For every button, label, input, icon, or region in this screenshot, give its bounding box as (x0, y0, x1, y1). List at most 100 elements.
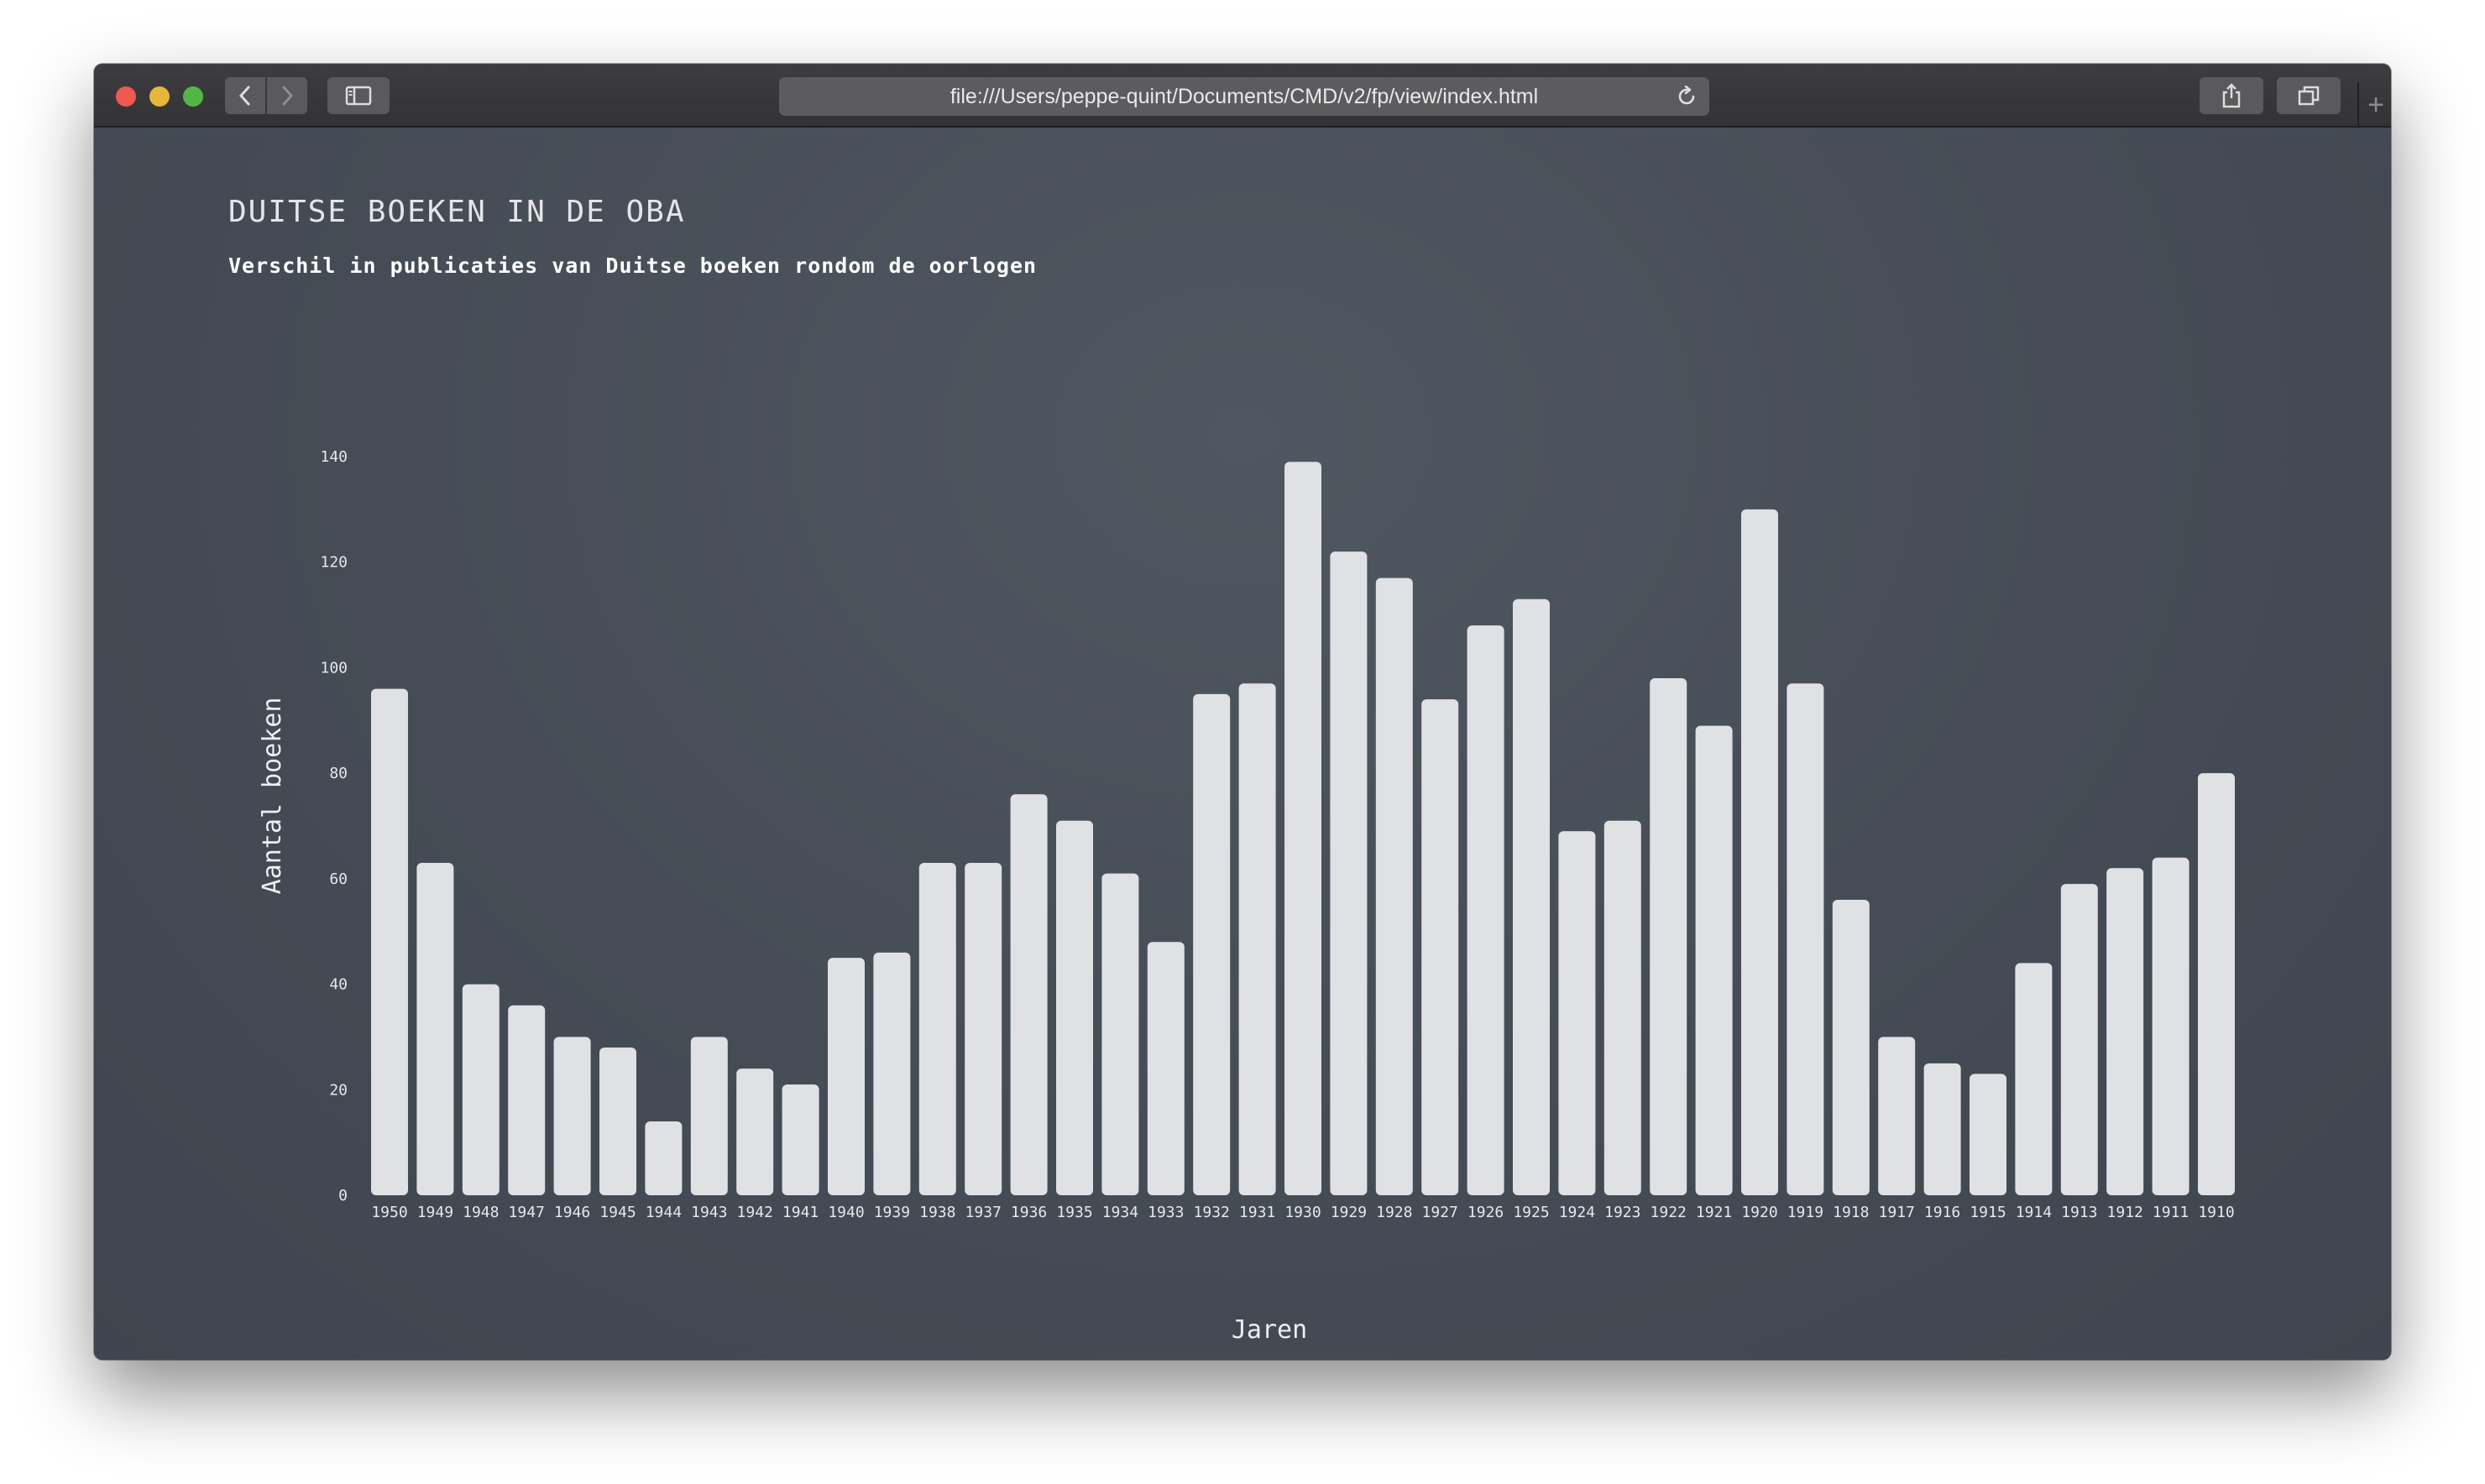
bar (371, 688, 408, 1195)
x-tick-label: 1930 (1284, 1204, 1321, 1221)
x-tick-label: 1916 (1924, 1204, 1960, 1221)
bar (1010, 794, 1048, 1195)
x-tick-label: 1947 (509, 1204, 545, 1221)
y-axis-ticks: 0 20 40 60 80 100 120 140 (320, 448, 348, 1204)
address-bar[interactable]: file:///Users/peppe-quint/Documents/CMD/… (779, 77, 1709, 116)
bar (873, 952, 911, 1195)
x-tick-label: 1913 (2061, 1204, 2097, 1221)
bar (1147, 942, 1185, 1195)
bar (1238, 683, 1276, 1195)
x-tick-label: 1946 (554, 1204, 590, 1221)
bars (371, 462, 2235, 1195)
bar (1650, 678, 1687, 1195)
x-tick-label: 1944 (646, 1204, 682, 1221)
minimize-window-button[interactable] (149, 86, 170, 107)
x-tick-label: 1937 (965, 1204, 1002, 1221)
url-text: file:///Users/peppe-quint/Documents/CMD/… (950, 84, 1539, 108)
x-tick-label: 1927 (1422, 1204, 1458, 1221)
bar (1467, 625, 1504, 1195)
x-tick-label: 1936 (1011, 1204, 1047, 1221)
bar (462, 984, 500, 1195)
bar (690, 1037, 728, 1195)
bar (508, 1005, 546, 1195)
x-tick-label: 1938 (919, 1204, 955, 1221)
back-button[interactable] (225, 77, 265, 114)
share-button[interactable] (2200, 77, 2263, 114)
x-tick-label: 1935 (1056, 1204, 1092, 1221)
x-tick-label: 1920 (1741, 1204, 1777, 1221)
bar (599, 1048, 636, 1195)
bar (1603, 820, 1641, 1195)
bar (2106, 868, 2144, 1195)
y-tick-label: 40 (329, 976, 348, 994)
y-tick-label: 140 (320, 448, 348, 466)
bar (1284, 462, 1321, 1195)
share-icon (2222, 83, 2241, 108)
bar (1375, 577, 1413, 1195)
bar (1923, 1063, 1961, 1195)
y-axis-label: Aantal boeken (258, 698, 287, 895)
x-tick-label: 1922 (1651, 1204, 1687, 1221)
x-tick-label: 1910 (2198, 1204, 2234, 1221)
new-tab-button[interactable]: + (2357, 82, 2391, 128)
bar (416, 863, 454, 1195)
sidebar-toggle-button[interactable] (327, 77, 390, 114)
y-tick-label: 0 (338, 1187, 348, 1204)
x-tick-label: 1942 (737, 1204, 773, 1221)
bar (1056, 820, 1093, 1195)
x-axis-label: Jaren (1232, 1315, 1307, 1345)
show-tabs-button[interactable] (2277, 77, 2341, 114)
x-tick-label: 1939 (874, 1204, 910, 1221)
x-tick-label: 1917 (1879, 1204, 1915, 1221)
bar (2198, 773, 2235, 1195)
bar (553, 1037, 591, 1195)
bar (1878, 1037, 1916, 1195)
sidebar-icon (345, 86, 372, 106)
bar (1970, 1074, 2006, 1195)
x-tick-label: 1915 (1970, 1204, 2006, 1221)
x-tick-label: 1950 (371, 1204, 407, 1221)
tabs-overview-icon (2298, 86, 2320, 106)
chevron-left-icon (238, 86, 250, 106)
x-tick-label: 1923 (1604, 1204, 1640, 1221)
x-tick-label: 1914 (2016, 1204, 2052, 1221)
x-tick-label: 1926 (1467, 1204, 1504, 1221)
x-tick-label: 1931 (1239, 1204, 1275, 1221)
x-tick-label: 1921 (1696, 1204, 1732, 1221)
bar (1558, 831, 1596, 1195)
bar (1101, 873, 1139, 1195)
y-tick-label: 120 (320, 554, 348, 572)
close-window-button[interactable] (116, 86, 136, 107)
bar (1193, 693, 1231, 1195)
x-tick-label: 1943 (691, 1204, 727, 1221)
x-tick-label: 1919 (1787, 1204, 1823, 1221)
y-tick-label: 20 (329, 1081, 348, 1099)
bar (918, 863, 956, 1195)
x-tick-label: 1928 (1376, 1204, 1412, 1221)
bar (828, 958, 865, 1195)
bar (2015, 963, 2053, 1195)
y-tick-label: 80 (329, 765, 348, 782)
plus-icon: + (2367, 89, 2384, 121)
bar (736, 1069, 774, 1195)
maximize-window-button[interactable] (183, 86, 203, 107)
forward-button[interactable] (267, 77, 307, 114)
bar (1832, 900, 1870, 1195)
bar (1330, 551, 1368, 1195)
x-tick-label: 1949 (417, 1204, 453, 1221)
x-tick-label: 1924 (1559, 1204, 1595, 1221)
bar (1787, 683, 1824, 1195)
page-subtitle: Verschil in publicaties van Duitse boeke… (228, 253, 1038, 278)
bar (1421, 699, 1459, 1195)
x-tick-label: 1912 (2107, 1204, 2143, 1221)
x-tick-label: 1941 (782, 1204, 819, 1221)
reload-icon[interactable] (1676, 86, 1698, 107)
x-axis-ticks: 1950 1949 1948 1947 1946 1945 1944 1943 1942 1941… (371, 1204, 2234, 1221)
x-tick-label: 1918 (1833, 1204, 1869, 1221)
x-tick-label: 1948 (463, 1204, 499, 1221)
x-tick-label: 1933 (1148, 1204, 1184, 1221)
x-tick-label: 1929 (1331, 1204, 1367, 1221)
x-tick-label: 1911 (2153, 1204, 2189, 1221)
browser-window: file:///Users/peppe-quint/Documents/CMD/… (94, 64, 2391, 1360)
chevron-right-icon (282, 86, 294, 106)
